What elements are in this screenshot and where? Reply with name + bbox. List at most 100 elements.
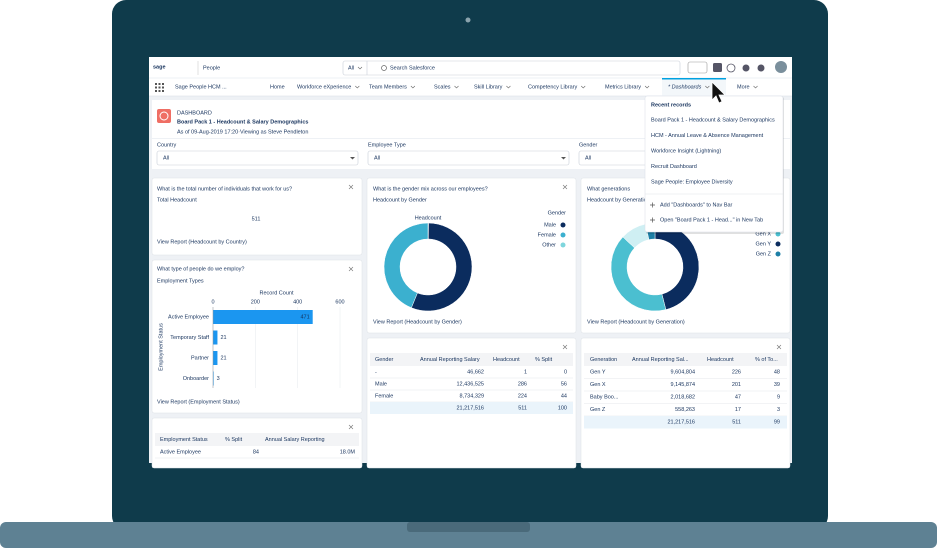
- table-header: [584, 353, 787, 366]
- nav-item[interactable]: * Dashboards: [668, 84, 702, 90]
- legend-label: Gen Z: [756, 251, 772, 257]
- table-header: [370, 353, 573, 366]
- add-icon[interactable]: [713, 63, 722, 72]
- donut-segment: [383, 222, 429, 309]
- filter-value[interactable]: All: [163, 155, 169, 161]
- plus-icon: [650, 202, 655, 208]
- table-cell: Baby Boo...: [590, 395, 619, 401]
- nav-item[interactable]: Competency Library: [528, 84, 577, 90]
- camera: [465, 17, 471, 23]
- search-icon: [381, 65, 387, 71]
- search-scope[interactable]: All: [348, 65, 354, 71]
- column-header: % of To...: [755, 357, 778, 363]
- donut-segment: [411, 222, 473, 312]
- table-cell: 84: [253, 449, 259, 455]
- nav-item[interactable]: Workforce eXperience: [297, 84, 351, 90]
- column-header: Headcount: [493, 357, 520, 363]
- search-box[interactable]: [342, 60, 681, 76]
- table-cell: 48: [774, 370, 780, 376]
- data-label: 21: [220, 335, 226, 341]
- nav-item[interactable]: Home: [270, 84, 285, 90]
- product-name: People: [203, 65, 220, 71]
- recent-record[interactable]: Workforce Insight (Lightning): [651, 148, 721, 154]
- help-icon[interactable]: [726, 63, 736, 73]
- app-launcher[interactable]: [155, 83, 164, 92]
- filter-value[interactable]: All: [585, 155, 591, 161]
- chevron: [355, 85, 360, 89]
- legend-swatch: [775, 251, 781, 257]
- y-tick-label: Partner: [191, 355, 209, 361]
- nav-item[interactable]: Metrics Library: [605, 84, 641, 90]
- table-cell: 224: [518, 393, 527, 399]
- recent-record[interactable]: Sage People: Employee Diversity: [651, 179, 733, 185]
- card-title: What type of people do we employ?: [157, 266, 244, 272]
- nav-item[interactable]: More: [737, 84, 750, 90]
- filter-select: [156, 150, 359, 166]
- filter-label: Country: [157, 142, 177, 148]
- table-cell: 44: [561, 393, 567, 399]
- x-tick-label: 0: [211, 299, 214, 305]
- card-subtitle: Total Headcount: [157, 197, 197, 203]
- recent-record[interactable]: Board Pack 1 - Headcount & Salary Demogr…: [651, 117, 775, 123]
- data-label: 21: [220, 355, 226, 361]
- app-name: Sage People HCM ...: [175, 84, 227, 90]
- favorites-icon[interactable]: [687, 61, 708, 74]
- recent-record[interactable]: Recruit Dashboard: [651, 164, 697, 170]
- table-cell: 286: [518, 381, 527, 387]
- x-axis-title: Record Count: [260, 290, 294, 296]
- active-tab-indicator: [662, 78, 726, 80]
- table-cell: -: [375, 369, 377, 375]
- card: [580, 337, 791, 469]
- base-notch: [407, 522, 530, 532]
- report-link[interactable]: View Report (Headcount by Country): [157, 239, 247, 245]
- dropdown-heading: Recent records: [651, 102, 691, 108]
- report-link[interactable]: View Report (Employment Status): [157, 399, 240, 405]
- legend-label: Gen Y: [756, 241, 772, 247]
- legend-swatch: [560, 222, 566, 228]
- expand-icon: [348, 424, 354, 430]
- recent-record[interactable]: HCM - Annual Leave & Absence Management: [651, 133, 764, 139]
- report-link[interactable]: View Report (Headcount by Gender): [373, 319, 462, 325]
- bar: [213, 330, 218, 345]
- column-header: Annual Reporting Sal...: [632, 357, 689, 363]
- nav-item[interactable]: Skill Library: [474, 84, 503, 90]
- column-header: Annual Reporting Salary: [420, 357, 480, 363]
- x-tick-label: 200: [251, 299, 260, 305]
- filter-label: Employee Type: [368, 142, 406, 148]
- column-header: Annual Salary Reporting: [265, 437, 325, 443]
- nav-item[interactable]: Team Members: [369, 84, 407, 90]
- column-header: Employment Status: [160, 437, 208, 443]
- donut-title: Headcount: [415, 215, 442, 221]
- nav-bar: [149, 78, 792, 96]
- table-cell: 18.0M: [340, 449, 356, 455]
- avatar[interactable]: [775, 61, 787, 73]
- table-cell: 9,145,874: [671, 382, 695, 388]
- dropdown-caret: [561, 157, 566, 160]
- dashboard-subtitle: As of 09-Aug-2019 17:20·Viewing as Steve…: [177, 129, 308, 135]
- table-total: 21,217,516: [456, 405, 484, 411]
- notification-icon[interactable]: [757, 64, 765, 72]
- chevron: [506, 85, 511, 89]
- chevron: [753, 85, 758, 89]
- table-cell: 0: [564, 369, 567, 375]
- table-cell: 3: [777, 407, 780, 413]
- dropdown-action[interactable]: Open "Board Pack 1 - Head..." in New Tab: [660, 217, 763, 223]
- filter-value[interactable]: All: [374, 155, 380, 161]
- nav-item[interactable]: Scales: [434, 84, 451, 90]
- legend-title: Gender: [548, 210, 567, 216]
- legend-label: Male: [544, 222, 556, 228]
- table-cell: 1: [524, 369, 527, 375]
- data-label: 3: [217, 376, 220, 382]
- search-placeholder[interactable]: Search Salesforce: [390, 65, 435, 71]
- total-row: [584, 416, 787, 429]
- active-tab[interactable]: [662, 78, 726, 96]
- card: [151, 259, 363, 414]
- report-link[interactable]: View Report (Headcount by Generation): [587, 319, 685, 325]
- legend-label: Other: [542, 242, 556, 248]
- setup-icon[interactable]: [742, 64, 750, 72]
- table-cell: Gen Z: [590, 407, 606, 413]
- dropdown-action[interactable]: Add "Dashboards" to Nav Bar: [660, 202, 733, 208]
- chevron: [410, 85, 416, 89]
- chevron: [705, 85, 710, 89]
